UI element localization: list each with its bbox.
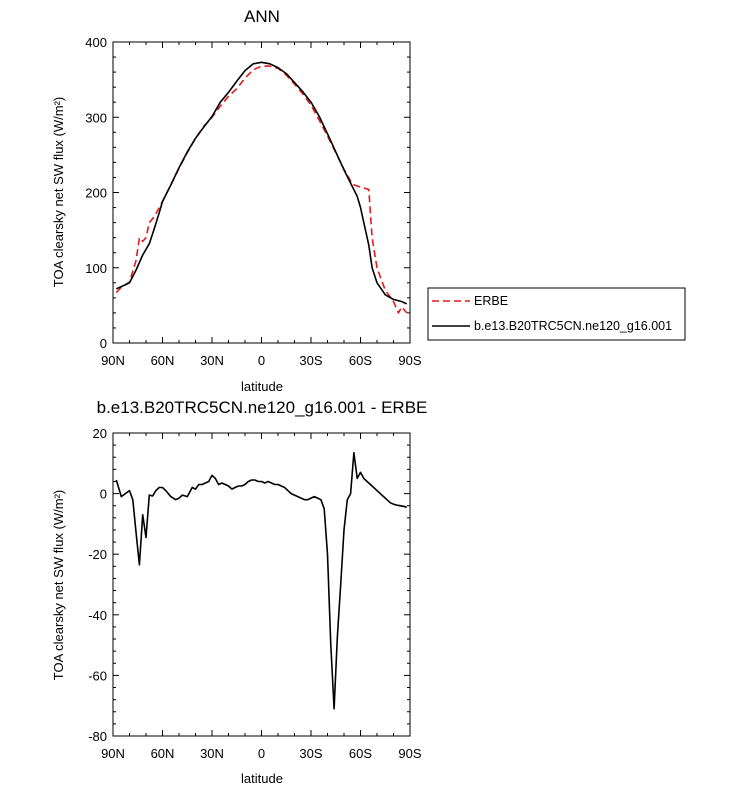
bottom-y-tick-label: 0 xyxy=(100,487,107,502)
top-chart-title: ANN xyxy=(244,7,280,26)
bottom-x-tick-label: 30S xyxy=(299,746,322,761)
bottom-x-tick-label: 60S xyxy=(349,746,372,761)
top-x-tick-label: 0 xyxy=(258,353,265,368)
bottom-y-tick-label: -40 xyxy=(88,608,107,623)
bottom-x-tick-label: 60N xyxy=(151,746,175,761)
top-x-tick-label: 30N xyxy=(200,353,224,368)
bottom-x-tick-label: 90N xyxy=(101,746,125,761)
bottom-y-tick-label: -80 xyxy=(88,729,107,744)
bottom-y-ticks: -80 -60 -40 -20 0 20 xyxy=(88,426,410,744)
top-y-tick-label: 0 xyxy=(100,336,107,351)
top-x-ticks: 90N 60N 30N 0 30S 60S 90S xyxy=(101,42,422,368)
bottom-y-tick-label: 20 xyxy=(93,426,107,441)
top-series-group xyxy=(115,61,408,314)
top-series-line-erbe xyxy=(115,65,408,314)
top-x-tick-label: 30S xyxy=(299,353,322,368)
bottom-x-tick-label: 30N xyxy=(200,746,224,761)
top-series-line-b-e13-b20trc5cn-ne120-g16-001 xyxy=(115,61,408,305)
bottom-chart-title: b.e13.B20TRC5CN.ne120_g16.001 - ERBE xyxy=(97,398,428,417)
legend-label-erbe: ERBE xyxy=(474,294,508,308)
bottom-series-line-0 xyxy=(115,451,407,710)
top-x-tick-label: 60S xyxy=(349,353,372,368)
bottom-y-tick-label: -60 xyxy=(88,668,107,683)
bottom-x-axis-title: latitude xyxy=(241,771,283,786)
top-y-axis-title: TOA clearsky net SW flux (W/m²) xyxy=(51,97,66,287)
top-y-ticks: 0 100 200 300 400 xyxy=(85,35,410,351)
bottom-x-ticks: 90N 60N 30N 0 30S 60S 90S xyxy=(101,433,422,761)
legend-box xyxy=(427,287,686,341)
top-x-axis-title: latitude xyxy=(241,379,283,394)
top-y-tick-label: 200 xyxy=(85,186,107,201)
bottom-plot-frame xyxy=(112,432,411,737)
top-plot-frame xyxy=(112,41,411,344)
bottom-panel: b.e13.B20TRC5CN.ne120_g16.001 - ERBE 90N… xyxy=(51,398,427,786)
top-x-tick-label: 90S xyxy=(398,353,421,368)
top-y-tick-label: 100 xyxy=(85,261,107,276)
bottom-series-group xyxy=(115,451,407,710)
top-y-tick-label: 400 xyxy=(85,35,107,50)
bottom-x-tick-label: 0 xyxy=(258,746,265,761)
bottom-y-tick-label: -20 xyxy=(88,547,107,562)
legend-label-model: b.e13.B20TRC5CN.ne120_g16.001 xyxy=(474,319,672,333)
bottom-y-axis-title: TOA clearsky net SW flux (W/m²) xyxy=(51,490,66,680)
bottom-x-tick-label: 90S xyxy=(398,746,421,761)
legend: ERBE b.e13.B20TRC5CN.ne120_g16.001 xyxy=(427,287,686,341)
top-x-tick-label: 60N xyxy=(151,353,175,368)
top-x-tick-label: 90N xyxy=(101,353,125,368)
top-y-tick-label: 300 xyxy=(85,110,107,125)
top-panel: ANN 90N 60N 30N 0 30S 60S 90S 0 100 200 300 400 la… xyxy=(51,7,686,394)
